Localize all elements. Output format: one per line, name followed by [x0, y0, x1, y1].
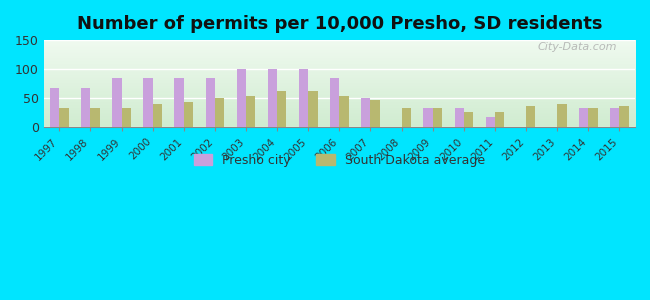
Bar	[205, 79, 215, 127]
Bar	[433, 108, 442, 127]
Bar	[50, 88, 59, 127]
Bar	[495, 112, 504, 127]
Bar	[610, 108, 619, 127]
Bar	[268, 69, 277, 127]
Bar	[90, 108, 99, 127]
Bar	[330, 79, 339, 127]
Bar	[112, 79, 122, 127]
Bar	[153, 104, 162, 127]
Title: Number of permits per 10,000 Presho, SD residents: Number of permits per 10,000 Presho, SD …	[77, 15, 602, 33]
Bar	[526, 106, 536, 127]
Bar	[215, 98, 224, 127]
Bar	[464, 112, 473, 127]
Bar	[237, 69, 246, 127]
Bar	[143, 79, 153, 127]
Bar	[339, 97, 348, 127]
Text: City-Data.com: City-Data.com	[538, 42, 618, 52]
Legend: Presho city, South Dakota average: Presho city, South Dakota average	[188, 148, 490, 172]
Bar	[361, 98, 370, 127]
Bar	[246, 97, 255, 127]
Bar	[174, 79, 184, 127]
Bar	[557, 104, 567, 127]
Bar	[277, 91, 287, 127]
Bar	[454, 108, 464, 127]
Bar	[370, 100, 380, 127]
Bar	[184, 102, 193, 127]
Bar	[59, 108, 69, 127]
Bar	[423, 108, 433, 127]
Bar	[122, 108, 131, 127]
Bar	[299, 69, 308, 127]
Bar	[81, 88, 90, 127]
Bar	[486, 117, 495, 127]
Bar	[619, 106, 629, 127]
Bar	[579, 108, 588, 127]
Bar	[308, 91, 318, 127]
Bar	[402, 108, 411, 127]
Bar	[588, 108, 597, 127]
